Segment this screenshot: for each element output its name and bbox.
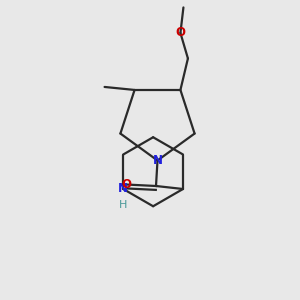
Text: H: H	[119, 200, 128, 211]
Text: N: N	[152, 154, 163, 167]
Text: O: O	[176, 26, 185, 39]
Text: O: O	[121, 178, 131, 191]
Text: N: N	[118, 182, 128, 196]
